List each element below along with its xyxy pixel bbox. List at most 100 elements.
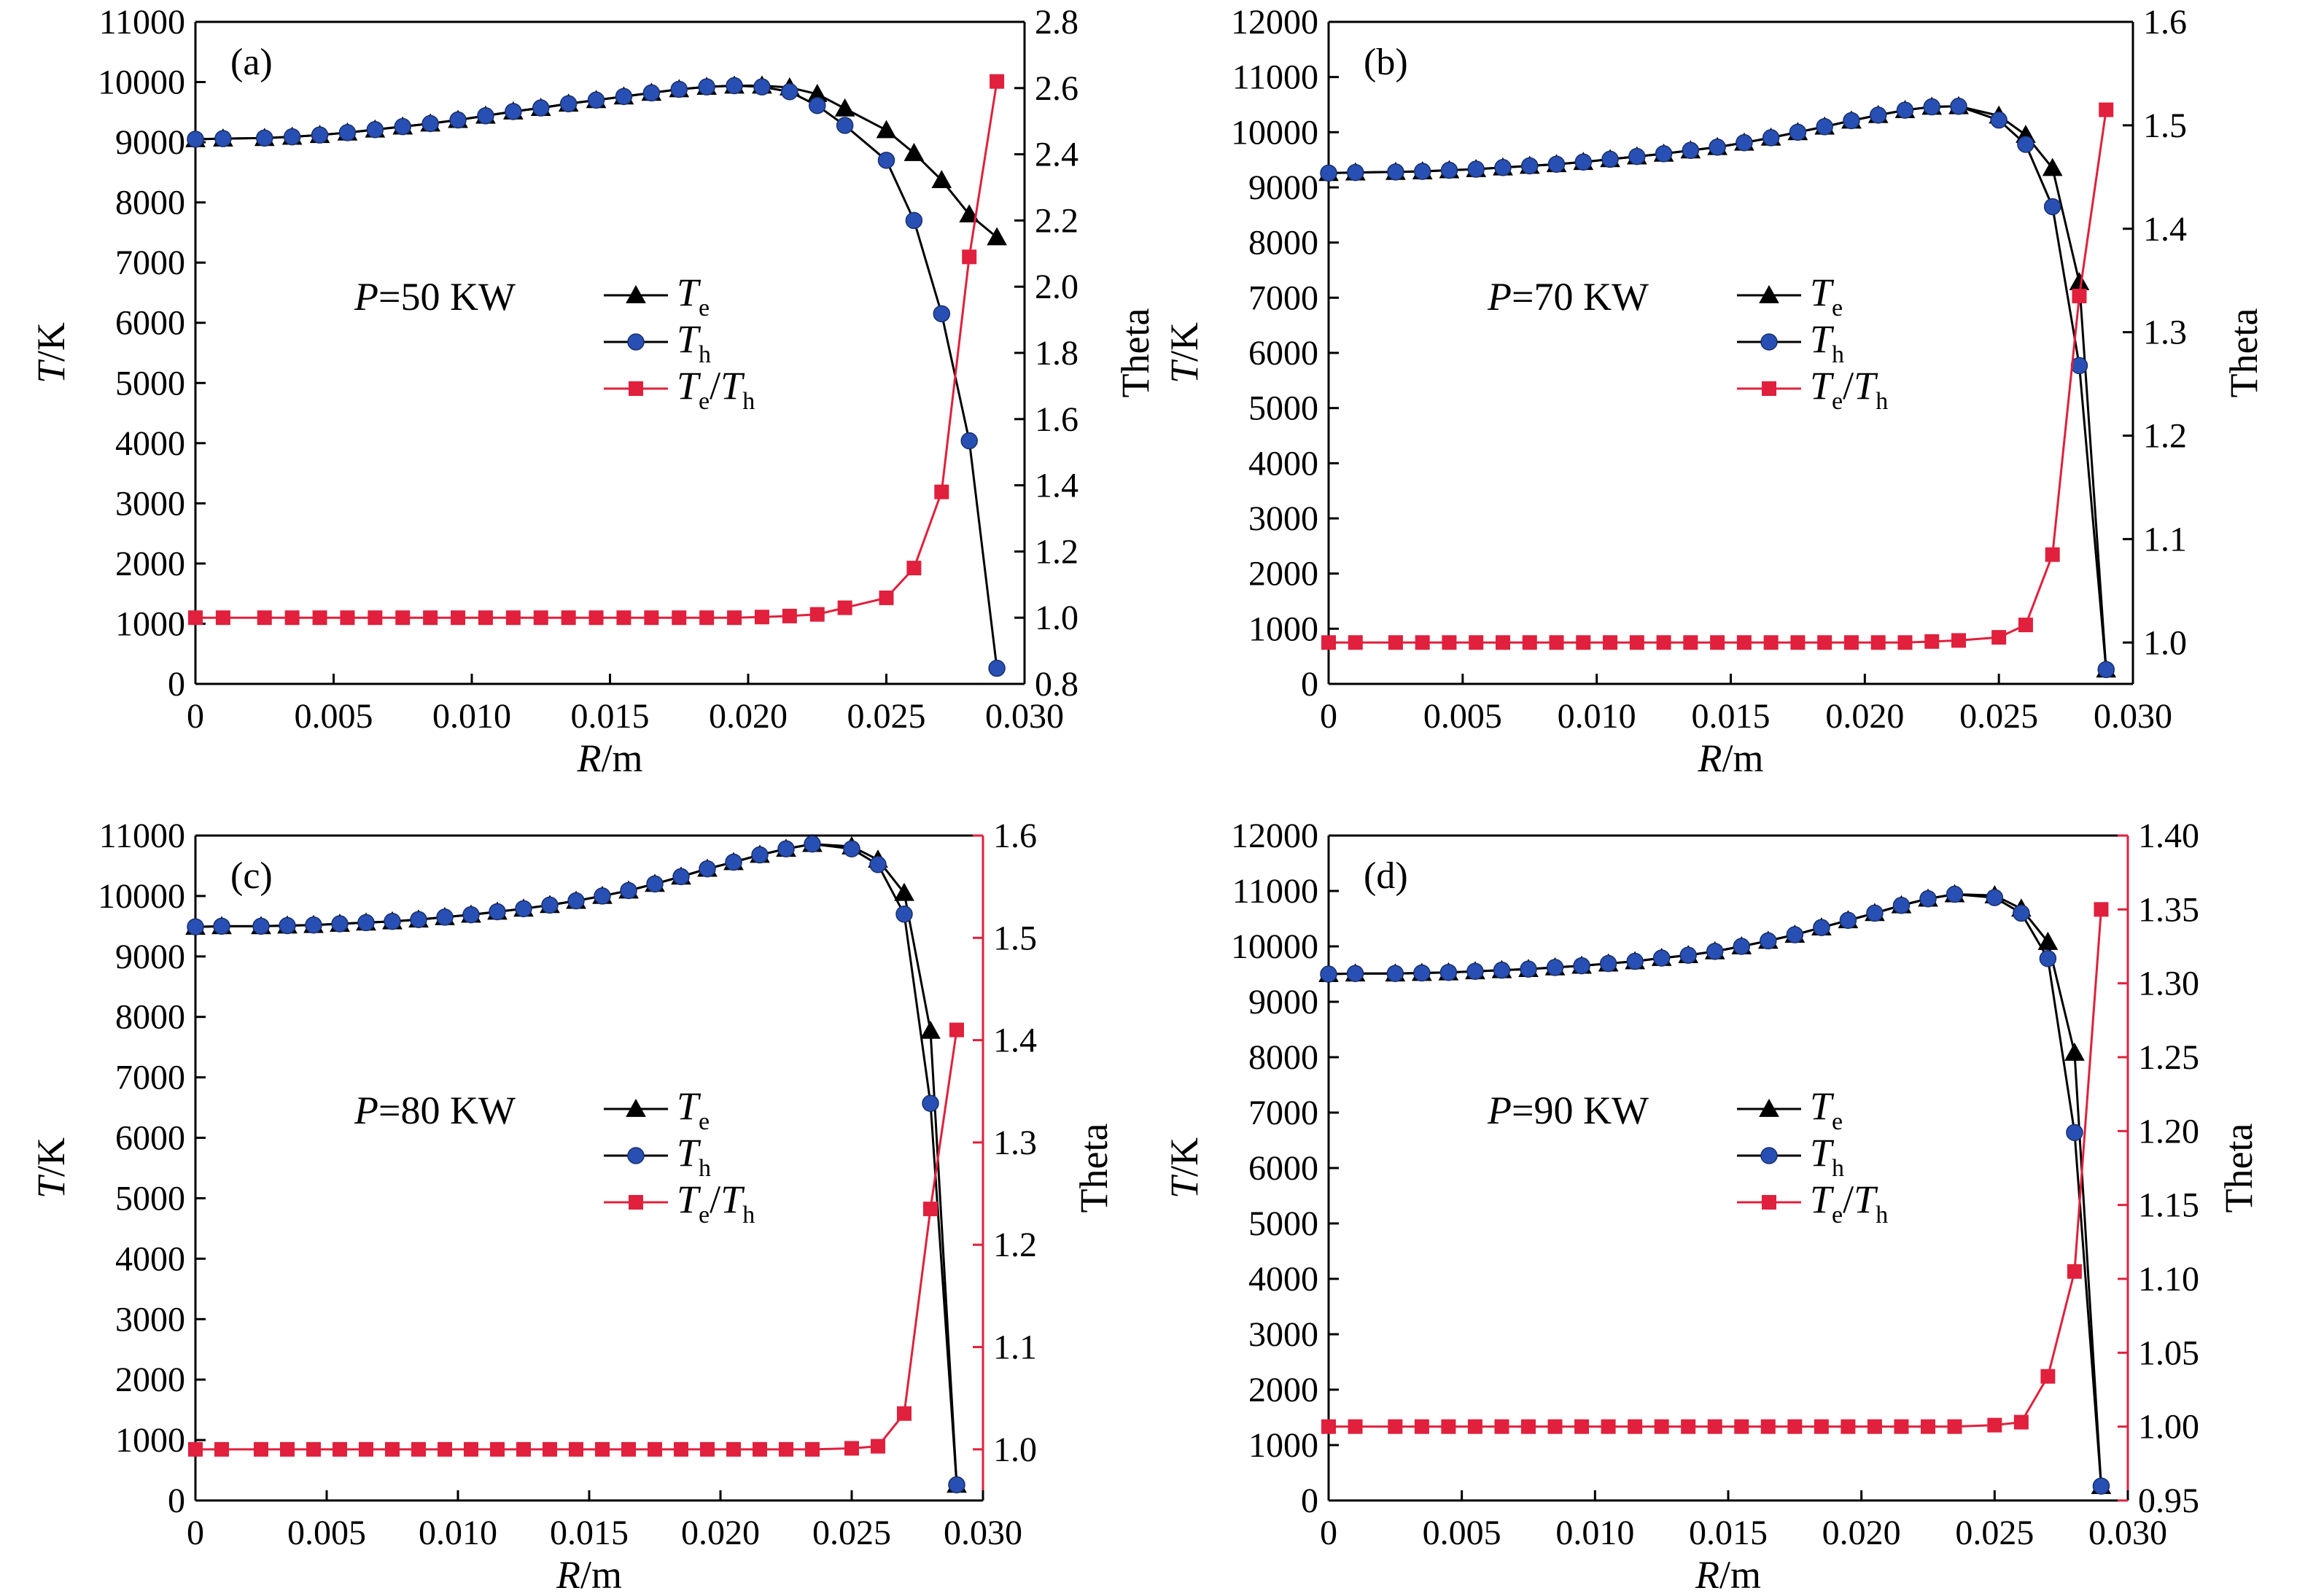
data-point: [1710, 635, 1725, 650]
data-point: [753, 1441, 767, 1457]
y-right-tick-label: 1.6: [2143, 3, 2187, 42]
data-point: [837, 600, 852, 615]
data-point: [2099, 102, 2114, 117]
legend-marker: [1759, 284, 1779, 303]
data-point: [438, 1441, 452, 1457]
y-right-tick-label: 2.0: [1035, 268, 1078, 306]
data-point: [1494, 1419, 1509, 1434]
data-point: [1521, 157, 1539, 175]
y-right-tick-label: 1.30: [2138, 965, 2199, 1003]
series-Te-per-Th: [188, 74, 1005, 626]
series-Te: [1318, 96, 2117, 678]
legend-label: Th: [1810, 1131, 1844, 1182]
y-right-tick-label: 2.8: [1035, 3, 1078, 42]
data-point: [1601, 150, 1619, 168]
y-right-tick-label: 0.95: [2138, 1482, 2199, 1520]
data-point: [449, 111, 467, 129]
y-left-tick-label: 6000: [115, 304, 185, 343]
panel-label: (c): [230, 855, 273, 897]
legend-label: Te: [1810, 1084, 1843, 1135]
y-right-axis-label: Theta: [1113, 308, 1157, 398]
data-point: [567, 892, 585, 910]
data-point: [1439, 963, 1458, 981]
data-point: [490, 1441, 505, 1457]
y-left-tick-label: 10000: [1231, 927, 1318, 966]
y-left-tick-label: 10000: [1231, 113, 1318, 152]
data-point: [674, 1441, 688, 1457]
data-point: [644, 610, 659, 626]
data-point: [962, 249, 977, 265]
data-point: [1894, 1419, 1909, 1434]
y-right-tick-label: 0.8: [1035, 665, 1078, 704]
data-point: [2064, 1042, 2085, 1061]
y-right-tick-label: 1.2: [1035, 532, 1078, 571]
data-point: [2066, 1124, 2083, 1142]
data-point: [906, 561, 922, 576]
data-point: [2045, 547, 2060, 562]
y-left-tick-label: 10000: [98, 877, 185, 916]
data-point: [1655, 145, 1673, 163]
data-point: [1321, 635, 1336, 650]
data-point: [1521, 1419, 1536, 1434]
y-right-tick-label: 1.10: [2138, 1260, 2199, 1299]
data-point: [411, 1441, 426, 1457]
data-point: [990, 74, 1005, 89]
data-point: [871, 1439, 885, 1454]
data-point: [1547, 155, 1566, 173]
data-point: [1892, 897, 1911, 914]
data-point: [1628, 147, 1646, 166]
data-point: [779, 1441, 793, 1457]
series-line: [1328, 893, 2102, 1487]
legend-label: Te/Th: [677, 1177, 755, 1229]
data-point: [620, 881, 637, 900]
data-point: [646, 875, 664, 893]
data-point: [879, 590, 894, 605]
y-right-tick-label: 1.15: [2138, 1186, 2199, 1225]
data-point: [1733, 938, 1751, 955]
series-Th: [1320, 885, 2110, 1495]
data-point: [931, 170, 952, 188]
x-tick-label: 0.010: [432, 697, 511, 736]
data-point: [923, 1202, 938, 1217]
data-point: [782, 608, 797, 623]
y-left-tick-label: 11000: [99, 817, 185, 855]
y-left-tick-label: 8000: [115, 184, 185, 222]
y-left-tick-label: 2000: [115, 545, 185, 583]
data-point: [451, 610, 466, 626]
data-point: [410, 911, 427, 928]
y-right-tick-label: 1.40: [2138, 817, 2199, 855]
y-left-tick-label: 9000: [115, 123, 185, 162]
data-point: [1495, 635, 1510, 650]
y-left-tick-label: 1000: [115, 604, 185, 643]
data-point: [1520, 960, 1537, 978]
power-annotation: P=80 KW: [354, 1089, 516, 1132]
data-point: [1603, 635, 1618, 650]
data-point: [648, 1441, 662, 1457]
data-point: [394, 117, 411, 136]
data-point: [1626, 952, 1644, 970]
data-point: [505, 103, 522, 120]
data-point: [532, 99, 550, 117]
data-point: [804, 835, 821, 853]
data-point: [1897, 635, 1913, 650]
data-point: [1816, 118, 1833, 136]
data-point: [1814, 1419, 1829, 1434]
data-point: [368, 610, 383, 626]
data-point: [1869, 106, 1887, 124]
data-point: [188, 1441, 203, 1457]
data-point: [595, 1441, 610, 1457]
data-point: [1573, 957, 1590, 975]
legend-marker: [1760, 1147, 1778, 1164]
data-point: [1787, 1419, 1803, 1434]
data-point: [188, 610, 203, 626]
data-point: [1442, 635, 1457, 650]
data-point: [1709, 139, 1726, 156]
data-point: [809, 607, 825, 622]
data-point: [2018, 618, 2033, 633]
data-point: [187, 131, 204, 148]
y-right-tick-label: 1.00: [2138, 1408, 2199, 1447]
y-right-tick-label: 1.3: [993, 1124, 1037, 1162]
x-tick-label: 0.030: [2088, 1514, 2167, 1552]
